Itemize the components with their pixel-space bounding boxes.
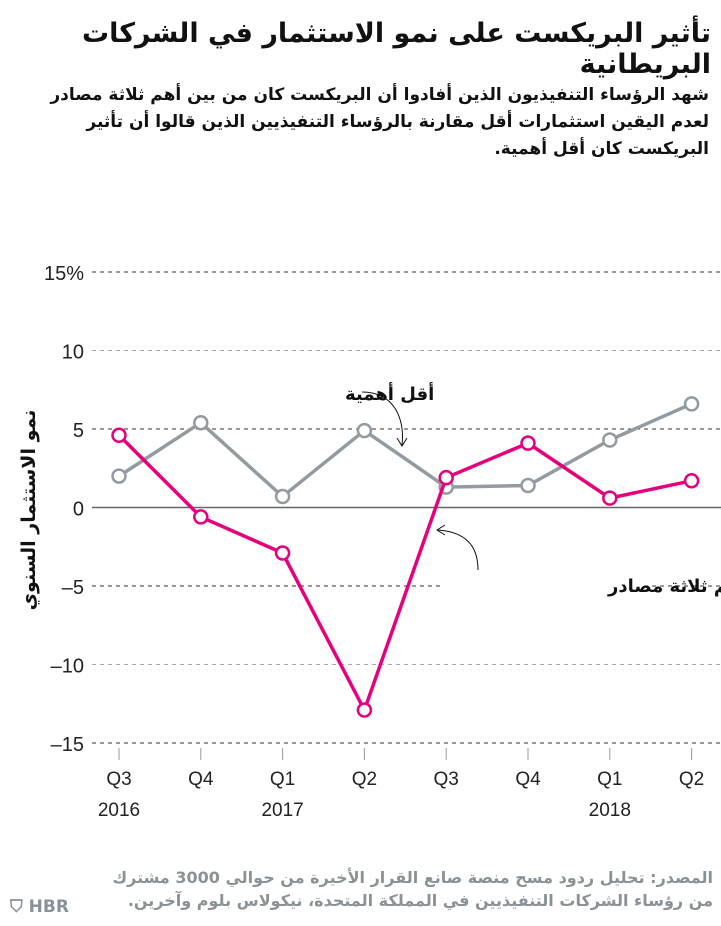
y-tick-label: 0 <box>73 499 84 521</box>
series-line-1 <box>117 434 692 715</box>
y-tick-label: –10 <box>51 656 84 678</box>
annotation-top-three: أهم ثلاثة مصادر <box>607 574 721 597</box>
data-point <box>683 396 700 412</box>
source-note: المصدر: تحليل ردود مسح منصة صانع القرار … <box>112 868 713 910</box>
y-tick-label: –15 <box>51 734 84 756</box>
annotation-arrow <box>361 391 403 446</box>
chart-title: تأثير البريكست على نمو الاستثمار في الشر… <box>81 18 711 80</box>
logo-text: HBR <box>28 897 69 917</box>
annotation-arrow <box>437 529 479 571</box>
data-point <box>274 488 291 505</box>
year-label: 2017 <box>261 800 303 821</box>
data-point <box>602 490 618 506</box>
x-tick-label: Q4 <box>188 769 214 790</box>
data-point <box>193 509 209 525</box>
data-point <box>438 469 454 486</box>
data-point <box>520 435 536 451</box>
data-point <box>602 432 618 448</box>
x-tick-label: Q3 <box>434 769 459 790</box>
series-line-0 <box>118 402 693 499</box>
annotation-less-important: أقل أهمية <box>345 382 434 405</box>
y-tick-label: 15% <box>44 263 84 285</box>
hbr-logo: ⛉ HBR <box>10 897 69 917</box>
y-axis-label: نمو الاستثمار السنوي <box>18 410 41 611</box>
x-tick-label: Q2 <box>352 769 377 790</box>
line-chart: 15% 10 5 0 –5 –10 –15 Q3 Q4 Q1 Q2 Q3 Q4 Q1 Q2 2016 2017 2… <box>18 263 721 821</box>
data-point <box>274 545 291 561</box>
x-tick-label: Q1 <box>270 769 295 790</box>
year-label: 2018 <box>589 800 631 821</box>
x-tick-label: Q2 <box>679 769 704 790</box>
data-point <box>356 702 373 718</box>
label-background <box>440 572 640 602</box>
data-point <box>111 427 127 444</box>
y-tick-label: –5 <box>62 577 84 599</box>
y-tick-label: 10 <box>62 342 84 364</box>
x-tick-label: Q1 <box>597 769 622 790</box>
chart-subtitle: شهد الرؤساء التنفيذيون الذين أفادوا أن ا… <box>50 85 709 159</box>
arrow-head <box>436 524 446 536</box>
data-point <box>520 477 536 494</box>
x-tick-label: Q4 <box>515 769 541 790</box>
arrow-head <box>396 437 408 447</box>
data-point <box>193 414 209 431</box>
x-tick-label: Q3 <box>106 769 131 790</box>
data-point <box>111 468 127 484</box>
y-tick-label: 5 <box>73 420 84 442</box>
data-point <box>683 473 700 489</box>
year-label: 2016 <box>98 800 140 821</box>
data-point <box>356 422 373 439</box>
